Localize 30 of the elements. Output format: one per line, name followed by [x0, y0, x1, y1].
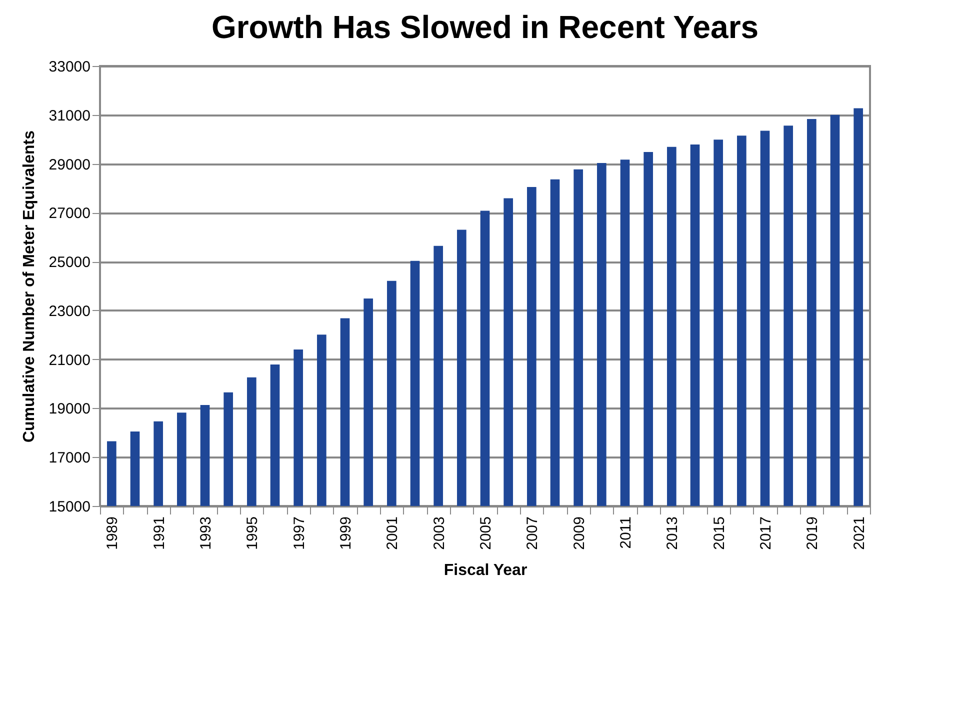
y-tick-label: 23000 — [48, 302, 90, 320]
x-tick-label: 1997 — [290, 516, 308, 550]
x-tick-label: 2013 — [664, 516, 682, 550]
x-tick-label: 2011 — [618, 516, 634, 549]
x-tick-label: 2021 — [850, 516, 868, 550]
x-tick-label: 2019 — [804, 516, 822, 550]
y-tick-label: 25000 — [48, 254, 90, 272]
x-tick-label: 1989 — [104, 516, 122, 550]
y-tick-label: 19000 — [48, 400, 90, 418]
y-axis-title: Cumulative Number of Meter Equivalents — [20, 130, 38, 443]
x-tick-label: 1991 — [150, 516, 168, 550]
chart-title: Growth Has Slowed in Recent Years — [211, 9, 759, 45]
x-tick-label: 2009 — [570, 516, 588, 550]
y-tick-label: 15000 — [48, 498, 90, 516]
y-tick-label: 29000 — [48, 156, 90, 174]
x-tick-label: 2017 — [758, 516, 774, 550]
x-tick-label: 1993 — [198, 516, 214, 550]
x-axis-title: Fiscal Year — [444, 562, 528, 579]
x-tick-label: 2003 — [430, 516, 448, 550]
x-tick-label: 2015 — [710, 516, 728, 550]
x-tick-label: 1999 — [338, 516, 354, 550]
x-tick-label: 2001 — [384, 516, 402, 550]
y-tick-label: 27000 — [48, 205, 90, 222]
x-tick-label: 2005 — [478, 516, 494, 550]
x-tick-label: 2007 — [524, 516, 542, 550]
y-tick-label: 17000 — [48, 450, 90, 467]
y-tick-label: 31000 — [48, 107, 90, 124]
y-tick-label: 33000 — [48, 58, 90, 76]
y-tick-label: 21000 — [48, 352, 90, 369]
x-tick-label: 1995 — [244, 516, 262, 550]
